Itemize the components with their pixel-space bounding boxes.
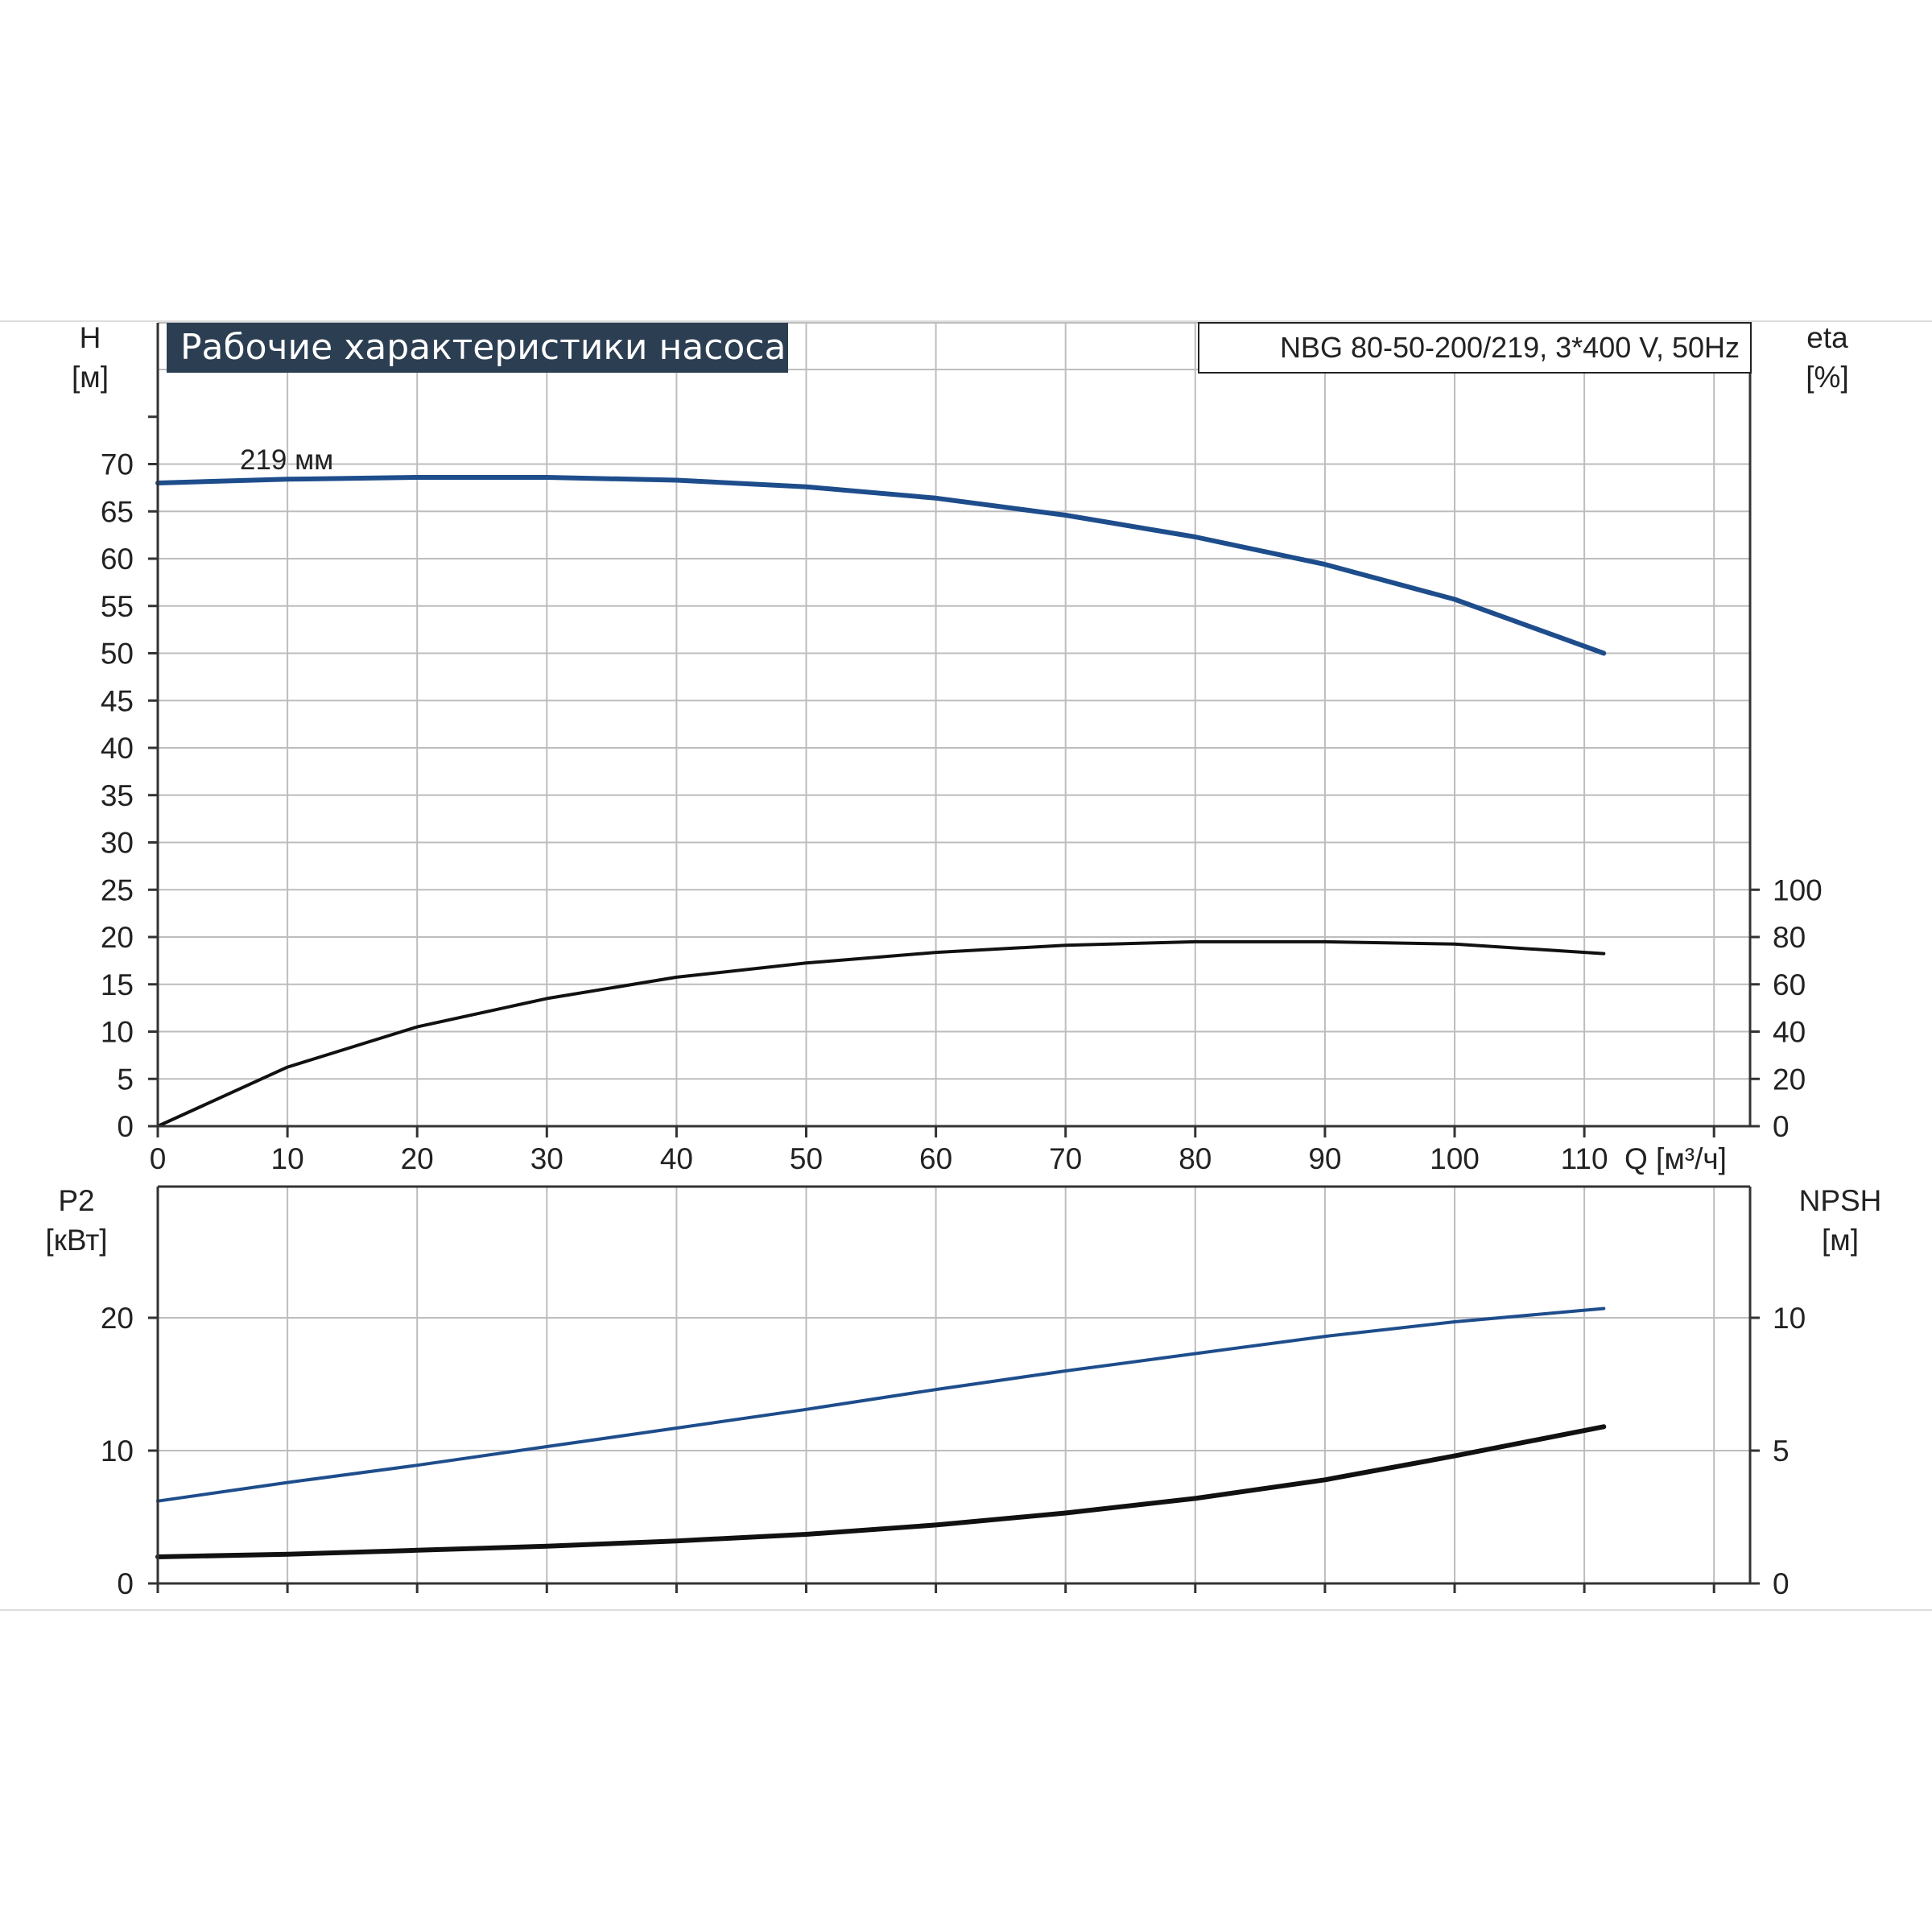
h-tick-label: 0	[117, 1110, 134, 1143]
efficiency-curve	[156, 939, 1606, 1128]
npsh-tick-label: 10	[1773, 1302, 1806, 1335]
eta-tick-label: 20	[1773, 1063, 1806, 1096]
model-label: NBG 80-50-200/219, 3*400 V, 50Hz	[1280, 331, 1740, 364]
title-banner	[167, 323, 788, 373]
h-tick-label: 30	[101, 827, 134, 860]
h-axis-unit: [м]	[72, 361, 109, 394]
lower-plot: 0 10 20 0 5 10	[101, 1185, 1806, 1600]
h-tick-label: 45	[101, 684, 134, 717]
p2-axis-unit: [кВт]	[45, 1224, 107, 1257]
x-axis-label: Q [м³/ч]	[1624, 1142, 1727, 1175]
q-tick-label: 20	[401, 1142, 434, 1175]
q-tick-label: 10	[271, 1142, 304, 1175]
h-tick-label: 35	[101, 779, 134, 812]
p2-axis-title: P2	[58, 1184, 94, 1217]
p2-tick-label: 10	[101, 1435, 134, 1468]
q-tick-label: 40	[660, 1142, 693, 1175]
npsh-tick-label: 5	[1773, 1435, 1790, 1468]
h-tick-label: 10	[101, 1016, 134, 1049]
q-tick-label: 90	[1308, 1142, 1341, 1175]
h-tick-label: 25	[101, 873, 134, 906]
h-tick-label: 40	[101, 732, 134, 765]
p2-tick-label: 20	[101, 1302, 134, 1335]
q-tick-label: 60	[919, 1142, 952, 1175]
upper-grid	[158, 322, 1750, 1126]
model-box	[1198, 322, 1752, 374]
lower-curves	[155, 1307, 1607, 1559]
npsh-axis-unit: [м]	[1822, 1224, 1859, 1257]
eta-axis-unit: [%]	[1806, 361, 1848, 394]
q-tick-label: 0	[150, 1142, 167, 1175]
h-tick-label: 65	[101, 495, 134, 528]
h-axis-title: H	[80, 321, 101, 354]
h-tick-label: 15	[101, 968, 134, 1001]
power-curve	[156, 1307, 1606, 1503]
q-tick-label: 30	[530, 1142, 564, 1175]
impeller-diameter-label: 219 мм	[240, 444, 333, 476]
lower-axes	[148, 1185, 1760, 1593]
h-tick-label: 60	[101, 543, 134, 576]
eta-tick-label: 60	[1773, 968, 1806, 1001]
upper-curves	[155, 475, 1607, 1128]
chart-title: Рабочие характеристики насоса	[180, 327, 786, 368]
eta-tick-label: 80	[1773, 921, 1806, 954]
q-tick-label: 80	[1179, 1142, 1212, 1175]
npsh-axis-title: NPSH	[1799, 1184, 1882, 1217]
upper-plot: 0510152025303540455055606570020406080100…	[101, 322, 1823, 1176]
q-tick-label: 100	[1430, 1142, 1480, 1175]
p2-tick-label: 0	[117, 1567, 134, 1600]
h-tick-label: 55	[101, 590, 134, 623]
npsh-tick-label: 0	[1773, 1567, 1790, 1600]
h-tick-label: 20	[101, 921, 134, 954]
q-tick-label: 70	[1049, 1142, 1082, 1175]
eta-tick-label: 100	[1773, 873, 1823, 906]
lower-tick-labels: 0 10 20 0 5 10	[101, 1302, 1806, 1600]
npsh-curve	[155, 1424, 1607, 1559]
upper-axes	[148, 323, 1760, 1137]
eta-tick-label: 0	[1773, 1110, 1790, 1143]
h-tick-label: 50	[101, 638, 134, 671]
eta-tick-label: 40	[1773, 1016, 1806, 1049]
head-curve	[155, 475, 1607, 656]
eta-axis-title: eta	[1806, 321, 1848, 354]
upper-tick-labels: 0510152025303540455055606570020406080100…	[101, 448, 1823, 1176]
q-tick-label: 50	[790, 1142, 823, 1175]
h-tick-label: 70	[101, 448, 134, 481]
h-tick-label: 5	[117, 1063, 134, 1096]
q-tick-label: 110	[1561, 1142, 1608, 1175]
